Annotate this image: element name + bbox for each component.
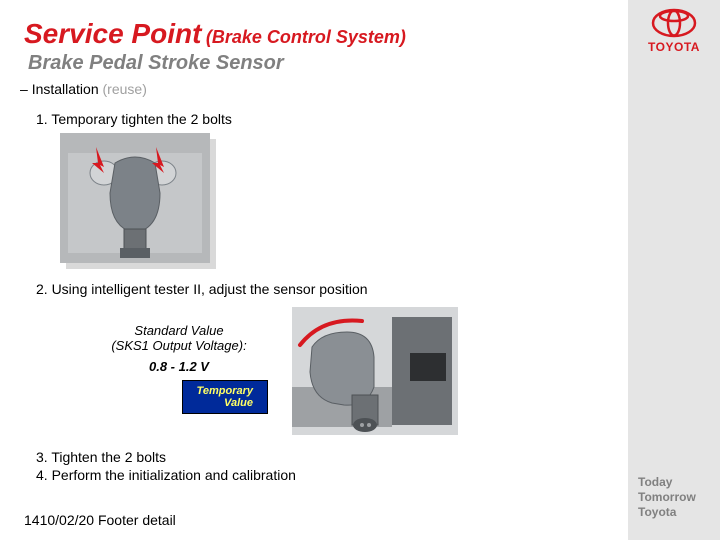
brand-slogan: Today Tomorrow Toyota [638, 475, 696, 520]
standard-value-block: Standard Value (SKS1 Output Voltage): 0.… [84, 307, 274, 414]
page-title-sub: (Brake Control System) [206, 27, 406, 47]
section-header: – Installation (reuse) [24, 81, 604, 97]
sv-label-1: Standard Value [84, 323, 274, 338]
section-label: Installation [32, 81, 99, 97]
sv-value: 0.8 - 1.2 V [84, 359, 274, 374]
footer-text: Footer detail [98, 512, 176, 528]
brand-name: TOYOTA [628, 40, 720, 54]
footer-date: 10/02/20 [40, 512, 95, 528]
brand-logo: TOYOTA [628, 0, 720, 54]
main-content: Service Point (Brake Control System) Bra… [0, 0, 628, 540]
figure-2 [292, 307, 458, 435]
step-list: 3. Tighten the 2 bolts 4. Perform the in… [36, 449, 604, 483]
step-list: 1. Temporary tighten the 2 bolts [36, 111, 604, 127]
sensor-illustration-2 [292, 307, 458, 435]
slogan-line: Today [638, 475, 696, 490]
sv-label-2: (SKS1 Output Voltage): [84, 338, 274, 353]
section-modifier: (reuse) [103, 81, 147, 97]
step-2-content: Standard Value (SKS1 Output Voltage): 0.… [84, 307, 604, 435]
temporary-value-badge: Temporary Value [182, 380, 268, 414]
brand-sidebar: TOYOTA Today Tomorrow Toyota [628, 0, 720, 540]
step-list: 2. Using intelligent tester II, adjust t… [36, 281, 604, 297]
step-2: 2. Using intelligent tester II, adjust t… [36, 281, 604, 297]
step-3: 3. Tighten the 2 bolts [36, 449, 604, 465]
step-4: 4. Perform the initialization and calibr… [36, 467, 604, 483]
page-title: Service Point [24, 18, 201, 49]
slogan-line: Tomorrow [638, 490, 696, 505]
figure-1 [60, 133, 210, 263]
temp-line1: Temporary [197, 385, 253, 397]
temp-line2: Value [224, 397, 253, 409]
step-1: 1. Temporary tighten the 2 bolts [36, 111, 604, 127]
slogan-line: Toyota [638, 505, 696, 520]
page-title-row: Service Point (Brake Control System) [24, 18, 604, 50]
page-subtitle: Brake Pedal Stroke Sensor [28, 52, 604, 75]
toyota-logo-icon [651, 8, 697, 38]
footer: 1410/02/20 Footer detail [24, 512, 176, 528]
sensor-illustration-1 [60, 133, 210, 263]
footer-page: 14 [24, 512, 40, 528]
